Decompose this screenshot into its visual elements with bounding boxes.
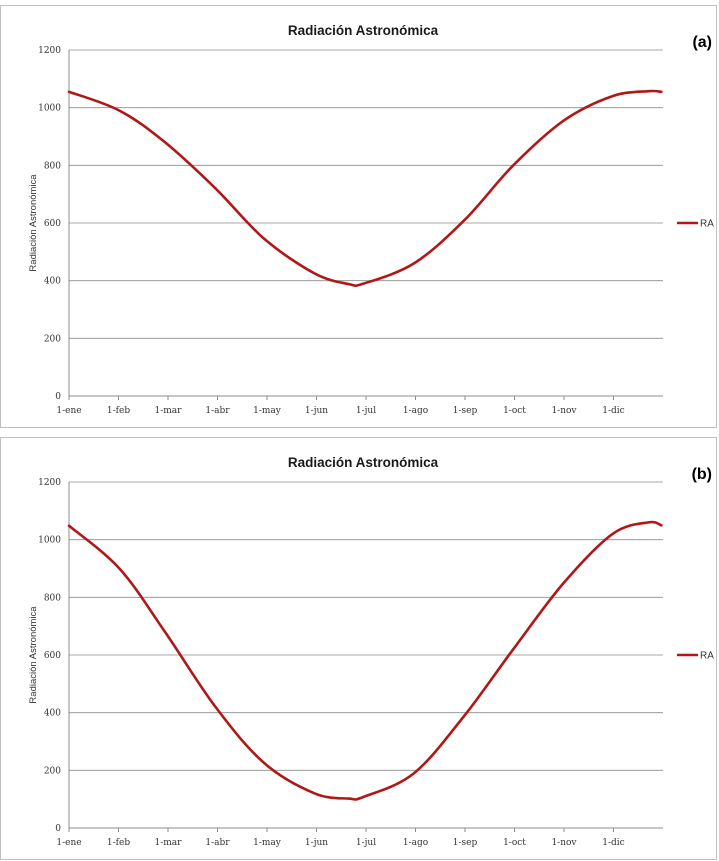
- chart-a-svg: Radiación Astronómica (a) Radiación Astron…: [28, 23, 714, 416]
- y-tick-label: 1000: [38, 536, 61, 546]
- x-tick-label: 1-sep: [453, 406, 478, 416]
- series-line-ra: [67, 89, 663, 288]
- x-tick-label: 1-nov: [551, 406, 577, 416]
- y-tick-label: 1200: [38, 46, 61, 56]
- y-tick-label: 200: [44, 766, 61, 776]
- x-tick-label: 1-jul: [356, 838, 376, 848]
- x-tick-label: 1-abr: [205, 838, 230, 848]
- x-tick-label: 1-feb: [107, 406, 130, 416]
- x-tick-label: 1-oct: [503, 838, 526, 848]
- y-tick-label: 800: [44, 593, 61, 603]
- y-axis-label: Radiación Astronómica: [28, 606, 39, 704]
- y-tick-label: 800: [44, 161, 61, 171]
- chart-title: Radiación Astronómica: [288, 455, 439, 470]
- x-tick-label: 1-sep: [453, 838, 478, 848]
- y-tick-label: 200: [44, 334, 61, 344]
- y-tick-label: 600: [44, 219, 61, 229]
- chart-title: Radiación Astronómica: [288, 23, 439, 38]
- x-tick-label: 1-ene: [56, 838, 81, 848]
- y-tick-label: 400: [44, 709, 61, 719]
- x-tick-label: 1-jul: [356, 406, 376, 416]
- x-tick-label: 1-ago: [403, 838, 428, 848]
- y-tick-label: 600: [44, 651, 61, 661]
- panel-label: (a): [692, 34, 712, 51]
- chart-panel-b: Radiación Astronómica (b) Radiación Astron…: [0, 437, 717, 860]
- y-tick-label: 1200: [38, 478, 61, 488]
- y-tick-label: 400: [44, 277, 61, 287]
- chart-b-svg: Radiación Astronómica (b) Radiación Astron…: [28, 455, 714, 848]
- x-tick-label: 1-ene: [56, 406, 81, 416]
- chart-panel-a: Radiación Astronómica (a) Radiación Astron…: [0, 5, 717, 428]
- x-tick-label: 1-jun: [305, 406, 328, 416]
- y-axis-label: Radiación Astronómica: [28, 174, 39, 272]
- legend-label: RA: [700, 219, 714, 230]
- x-tick-label: 1-ago: [403, 406, 428, 416]
- x-tick-label: 1-mar: [155, 838, 183, 848]
- series-line-ra: [67, 520, 663, 801]
- x-tick-label: 1-jun: [305, 838, 328, 848]
- x-tick-label: 1-abr: [205, 406, 230, 416]
- x-tick-label: 1-feb: [107, 838, 130, 848]
- x-tick-label: 1-nov: [551, 838, 577, 848]
- x-tick-label: 1-oct: [503, 406, 526, 416]
- x-tick-label: 1-dic: [602, 406, 624, 416]
- x-tick-label: 1-mar: [155, 406, 183, 416]
- x-tick-label: 1-may: [253, 406, 282, 416]
- y-tick-label: 0: [55, 824, 61, 834]
- y-tick-label: 0: [55, 392, 61, 402]
- panel-label: (b): [692, 466, 712, 483]
- x-tick-label: 1-dic: [602, 838, 624, 848]
- y-tick-label: 1000: [38, 104, 61, 114]
- legend-label: RA: [700, 651, 714, 662]
- x-tick-label: 1-may: [253, 838, 282, 848]
